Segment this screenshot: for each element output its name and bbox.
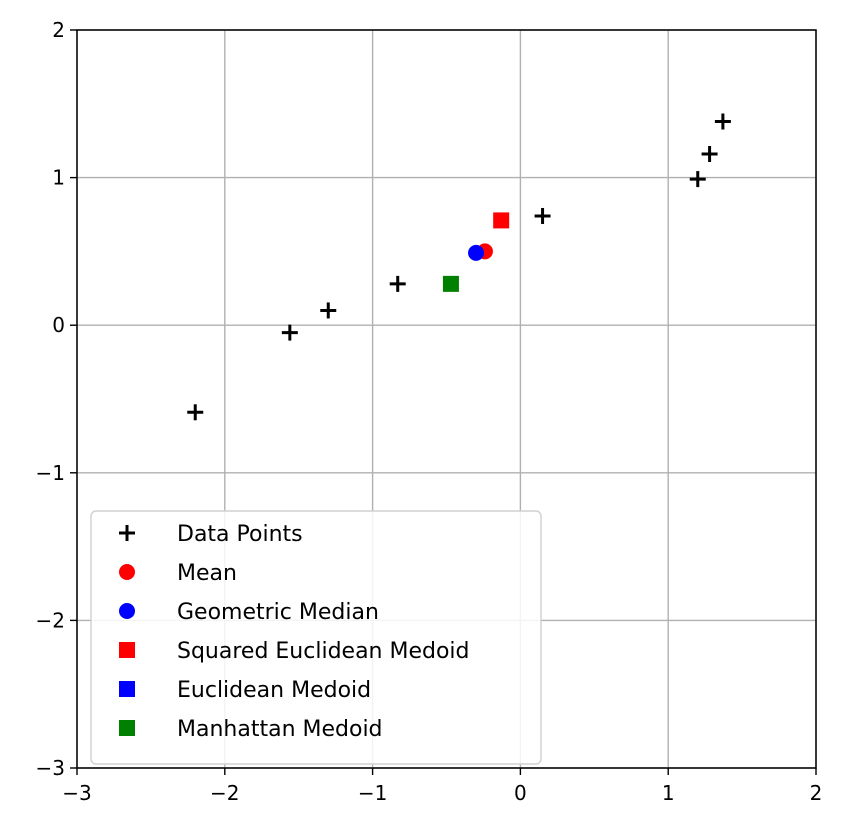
legend-marker [119, 525, 135, 541]
x-tick-label: −1 [358, 781, 387, 805]
point-data-points [701, 145, 718, 162]
x-tick-label: 1 [662, 781, 675, 805]
x-tick-label: 0 [514, 781, 527, 805]
y-tick-label: 2 [52, 18, 65, 42]
plot-frame [76, 29, 817, 769]
y-tick-label: 1 [52, 166, 65, 190]
legend-marker [119, 720, 135, 736]
legend-marker [119, 564, 135, 580]
axis-ticks: −3 −2 −1 0 1 2 −3 −2 −1 0 1 2 [36, 18, 823, 805]
legend-marker [119, 681, 135, 697]
point-manhattan-medoid [442, 275, 459, 292]
point-data-points [534, 207, 551, 224]
x-tick-label: 2 [810, 781, 823, 805]
point-data-points [187, 404, 204, 421]
legend: Data Points Mean Geometric Median Squared E… [90, 510, 542, 765]
legend-box [90, 510, 542, 765]
legend-label: Mean [177, 561, 237, 586]
point-geometric-median [468, 244, 485, 261]
point-data-points [281, 324, 298, 341]
point-squared-euclidean-medoid [493, 212, 510, 229]
y-tick-label: −2 [36, 608, 65, 632]
y-tick-label: 0 [52, 313, 65, 337]
point-data-points [714, 113, 731, 130]
x-tick-label: −2 [210, 781, 239, 805]
legend-label: Euclidean Medoid [177, 678, 371, 703]
legend-label: Data Points [177, 522, 303, 547]
point-data-points [320, 302, 337, 319]
y-tick-label: −1 [36, 461, 65, 485]
legend-marker [119, 603, 135, 619]
data-marks [187, 113, 731, 421]
legend-marker [119, 642, 135, 658]
legend-label: Squared Euclidean Medoid [177, 639, 470, 664]
point-data-points [689, 171, 706, 188]
x-tick-label: −3 [62, 781, 91, 805]
point-data-points [389, 275, 406, 292]
legend-label: Manhattan Medoid [177, 717, 383, 742]
legend-label: Geometric Median [177, 600, 379, 625]
y-tick-label: −3 [36, 756, 65, 780]
